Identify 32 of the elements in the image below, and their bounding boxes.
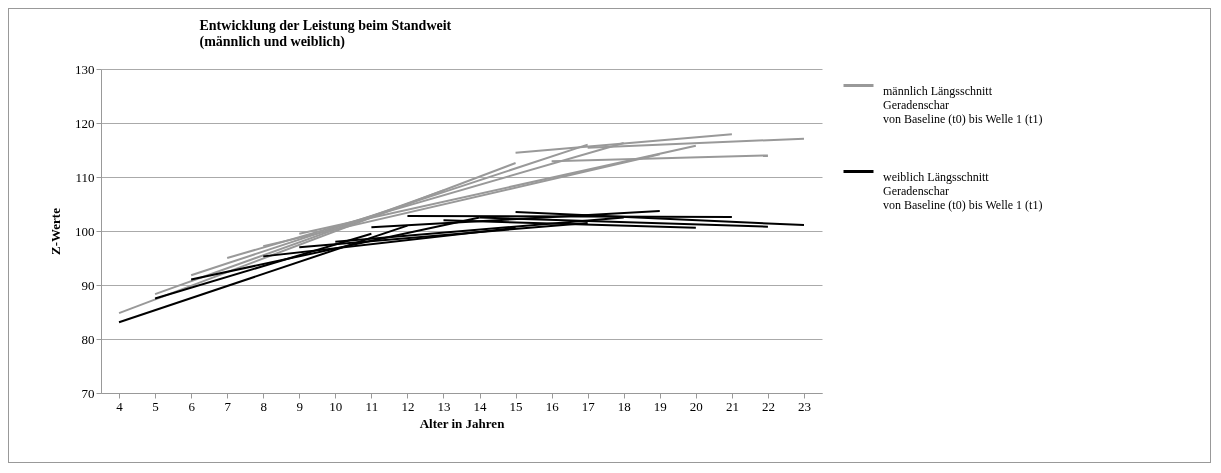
x-axis-title: Alter in Jahren <box>419 415 506 431</box>
x-tick-label: 17 <box>581 398 596 414</box>
x-tick-label: 15 <box>509 398 523 414</box>
x-tick-label: 13 <box>437 398 451 414</box>
x-tick-label: 20 <box>689 398 703 414</box>
y-axis-title: Z-Werte <box>48 207 63 255</box>
y-tick-label: 100 <box>75 223 95 239</box>
x-tick-label: 22 <box>761 398 775 414</box>
chart-title: Entwicklung der Leistung beim Standweit (männlich und weiblich) <box>199 18 452 50</box>
y-tick-label: 130 <box>75 61 95 77</box>
legend-label: männlich Längsschnitt Geradenschar von Baseline (t0) bis Welle 1 (t1) <box>883 83 1043 126</box>
y-tick-label: 70 <box>81 385 95 401</box>
x-tick-label: 4 <box>116 398 124 414</box>
x-tick-label: 5 <box>152 398 159 414</box>
y-tick-label: 90 <box>81 277 95 293</box>
x-tick-label: 10 <box>329 398 343 414</box>
x-tick-label: 19 <box>653 398 667 414</box>
legend-label: weiblich Längsschnitt Geradenschar von Baseline (t0) bis Welle 1 (t1) <box>883 169 1043 212</box>
x-tick-label: 21 <box>725 398 739 414</box>
x-tick-label: 7 <box>224 398 232 414</box>
x-tick-label: 14 <box>473 398 488 414</box>
x-tick-label: 23 <box>797 398 811 414</box>
x-tick-label: 12 <box>401 398 415 414</box>
x-tick-label: 18 <box>617 398 631 414</box>
x-tick-label: 11 <box>365 398 379 414</box>
y-tick-label: 120 <box>75 115 95 131</box>
x-tick-label: 16 <box>545 398 560 414</box>
y-tick-label: 80 <box>81 331 95 347</box>
x-tick-label: 9 <box>296 398 304 414</box>
x-tick-label: 6 <box>188 398 196 414</box>
x-tick-label: 8 <box>260 398 267 414</box>
y-tick-label: 110 <box>75 169 95 185</box>
